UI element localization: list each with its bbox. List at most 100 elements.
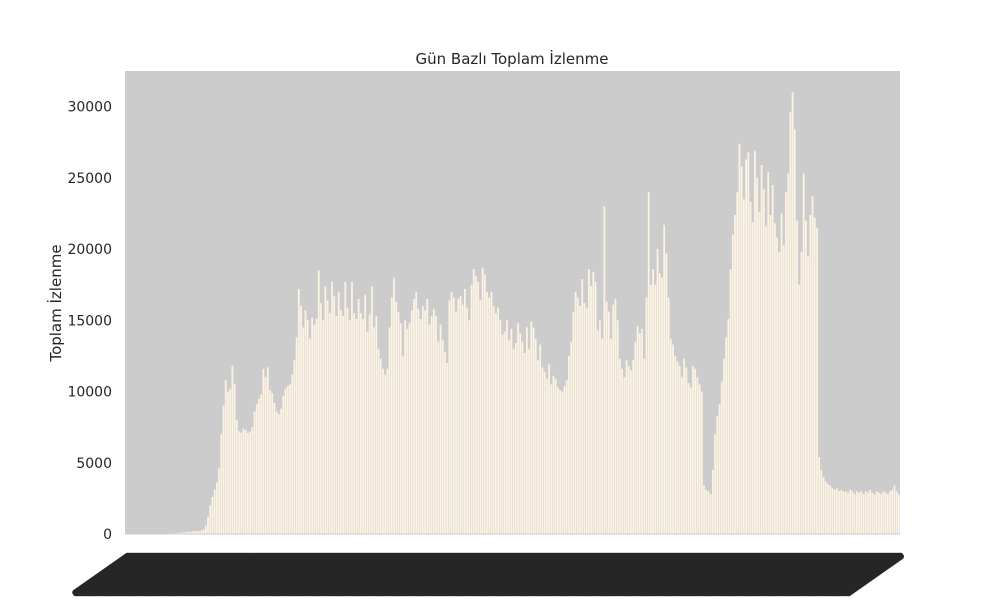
bar <box>255 404 258 534</box>
bar <box>388 327 391 534</box>
bar <box>683 358 685 534</box>
bar <box>437 341 440 534</box>
bar <box>625 360 628 534</box>
bar <box>849 489 852 534</box>
bar <box>554 378 557 534</box>
bar <box>233 384 236 534</box>
bar <box>638 333 641 534</box>
bar <box>461 304 464 534</box>
bar <box>399 323 402 534</box>
bar <box>503 331 506 534</box>
bar <box>189 531 192 534</box>
bar <box>563 385 566 534</box>
bar <box>421 306 424 534</box>
y-tick-label: 0 <box>103 527 112 543</box>
bar <box>495 313 497 534</box>
bar <box>793 129 796 534</box>
bar <box>674 355 677 534</box>
bar <box>669 338 672 534</box>
bar <box>636 326 639 534</box>
bar <box>718 404 721 534</box>
bar <box>867 492 869 534</box>
bar <box>893 485 896 534</box>
bar <box>545 378 548 534</box>
bar <box>758 212 761 535</box>
bar <box>209 505 212 534</box>
bar <box>510 328 513 534</box>
bar <box>216 482 218 534</box>
bar <box>630 370 632 534</box>
bar <box>410 310 413 534</box>
bar <box>692 365 694 534</box>
bar <box>357 298 360 534</box>
bar <box>227 391 229 534</box>
bar <box>754 150 756 534</box>
bar <box>273 402 276 534</box>
bar <box>240 432 243 534</box>
bar <box>603 206 606 534</box>
bar <box>501 334 504 534</box>
bar <box>371 286 373 534</box>
bar <box>740 166 743 534</box>
bar <box>559 390 561 534</box>
bar <box>464 288 466 534</box>
bar <box>840 489 843 534</box>
bar <box>204 525 207 534</box>
bar <box>889 491 891 534</box>
y-tick-label: 15000 <box>67 313 112 329</box>
bar <box>433 308 435 534</box>
bar <box>663 224 666 535</box>
bar <box>807 256 809 534</box>
bar <box>499 320 502 534</box>
bar <box>820 469 823 534</box>
y-tick-label: 30000 <box>67 100 112 116</box>
bar <box>269 390 271 534</box>
bar <box>816 227 818 534</box>
bar <box>871 492 874 534</box>
bar <box>182 532 185 534</box>
bar <box>366 331 369 534</box>
bar <box>698 384 701 534</box>
bar <box>313 324 316 534</box>
bar <box>747 152 750 534</box>
bar <box>477 281 480 534</box>
bar <box>614 298 617 534</box>
bar <box>851 491 854 534</box>
bar <box>490 291 493 534</box>
bar <box>508 340 511 534</box>
bar <box>231 365 234 534</box>
bar <box>300 306 302 534</box>
bar <box>430 316 433 534</box>
bar <box>373 327 375 534</box>
bar <box>548 364 550 534</box>
bar <box>878 492 880 534</box>
bar <box>419 318 422 534</box>
bar <box>731 234 734 534</box>
bar <box>767 172 770 534</box>
bar <box>251 427 254 534</box>
bar <box>864 491 867 534</box>
bar <box>532 327 535 534</box>
bar <box>457 298 460 534</box>
bar <box>452 297 455 534</box>
bar <box>266 367 269 534</box>
bar <box>627 365 630 534</box>
bar <box>176 532 178 534</box>
bar <box>220 434 223 534</box>
bar <box>178 532 181 534</box>
bar <box>647 192 650 534</box>
bar <box>599 320 601 534</box>
bar <box>342 316 344 534</box>
bar <box>395 301 398 534</box>
bar <box>289 384 291 534</box>
bar <box>282 395 285 534</box>
bar <box>689 387 692 534</box>
bar <box>621 368 623 534</box>
bar <box>247 432 249 534</box>
bar <box>426 298 429 534</box>
bar <box>384 374 387 534</box>
bar <box>836 488 838 534</box>
bar <box>656 249 659 534</box>
bar <box>665 253 668 534</box>
